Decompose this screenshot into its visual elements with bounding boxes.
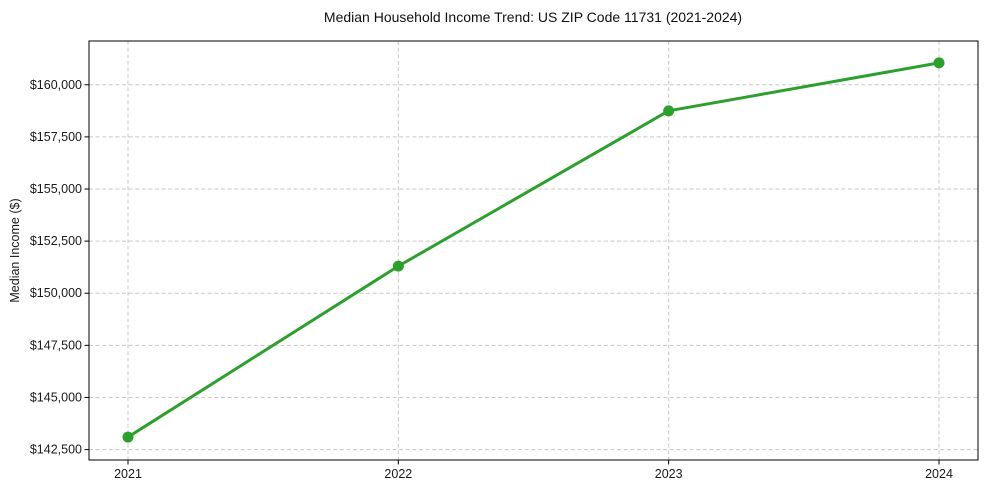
plot-border <box>88 40 979 461</box>
y-tick-label: $155,000 <box>30 182 82 196</box>
y-tick-label: $157,500 <box>30 130 82 144</box>
y-tick-label: $160,000 <box>30 78 82 92</box>
data-point <box>933 57 945 69</box>
x-tick-label: 2023 <box>655 467 683 481</box>
data-point <box>392 260 404 272</box>
y-tick-label: $145,000 <box>30 390 82 404</box>
trend-line <box>126 61 941 439</box>
y-axis-label: Median Income ($) <box>8 198 22 302</box>
data-point <box>122 431 134 443</box>
y-tick-label: $150,000 <box>30 286 82 300</box>
y-tick-label: $152,500 <box>30 234 82 248</box>
data-point <box>663 105 675 117</box>
x-tick-label: 2022 <box>384 467 412 481</box>
x-tick-label: 2021 <box>114 467 142 481</box>
chart-title: Median Household Income Trend: US ZIP Co… <box>324 9 742 25</box>
plot-area: $142,500 $145,000 $147,500 $150,000 $152,500… <box>30 40 979 481</box>
y-tick-label: $147,500 <box>30 338 82 352</box>
x-tick-label: 2024 <box>925 467 953 481</box>
y-tick-label: $142,500 <box>30 443 82 457</box>
